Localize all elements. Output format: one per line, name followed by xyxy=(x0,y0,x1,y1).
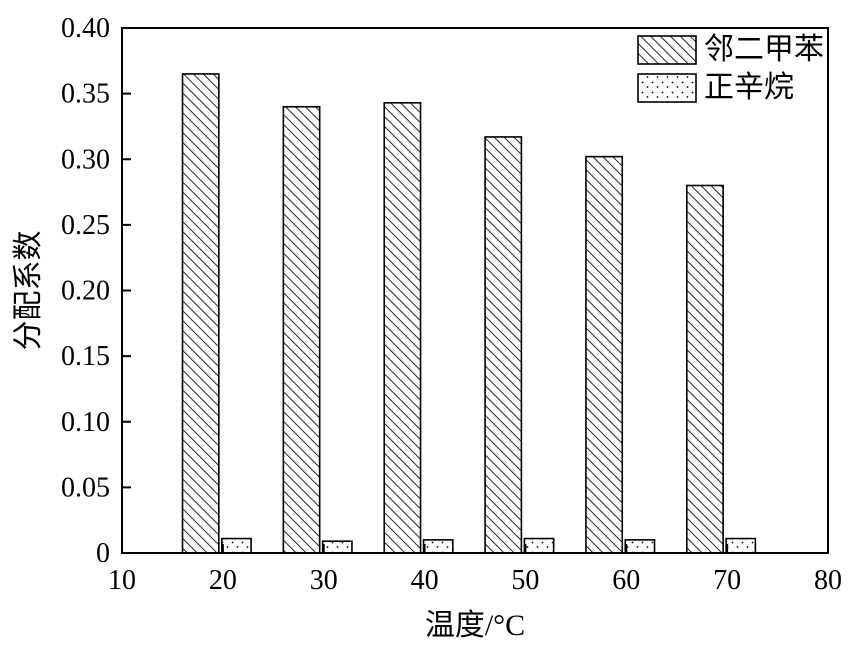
y-tick-label: 0.25 xyxy=(61,210,110,241)
x-tick-label: 60 xyxy=(612,565,640,596)
x-tick-label: 50 xyxy=(511,565,539,596)
bar-邻二甲苯-40 xyxy=(383,102,422,554)
bar-正辛烷-70 xyxy=(725,537,757,554)
bar-正辛烷-30 xyxy=(321,540,353,554)
y-tick-label: 0.05 xyxy=(61,472,110,503)
legend-swatch-正辛烷 xyxy=(637,73,697,103)
bar-邻二甲苯-30 xyxy=(282,105,321,554)
x-tick-label: 30 xyxy=(310,565,338,596)
bar-邻二甲苯-20 xyxy=(181,73,220,554)
bar-邻二甲苯-70 xyxy=(685,184,724,554)
x-tick-label: 70 xyxy=(713,565,741,596)
y-tick-label: 0.20 xyxy=(61,276,110,307)
y-axis-label: 分配系数 xyxy=(12,231,45,351)
y-tick-label: 0.10 xyxy=(61,407,110,438)
x-tick-label: 80 xyxy=(814,565,842,596)
y-tick-label: 0.30 xyxy=(61,144,110,175)
legend-label-正辛烷: 正辛烷 xyxy=(704,71,794,104)
y-tick-label: 0.15 xyxy=(61,341,110,372)
y-tick-label: 0.35 xyxy=(61,79,110,110)
x-tick-label: 20 xyxy=(209,565,237,596)
x-axis-label: 温度/°C xyxy=(425,609,525,642)
bar-正辛烷-50 xyxy=(523,537,555,554)
bar-正辛烷-20 xyxy=(221,537,252,554)
bar-正辛烷-40 xyxy=(422,539,454,554)
bar-正辛烷-60 xyxy=(624,539,656,554)
x-tick-label: 10 xyxy=(108,565,136,596)
legend-label-邻二甲苯: 邻二甲苯 xyxy=(704,33,824,66)
legend-swatch-邻二甲苯 xyxy=(637,35,697,65)
bar-邻二甲苯-50 xyxy=(484,136,523,554)
bar-邻二甲苯-60 xyxy=(585,155,624,554)
y-tick-label: 0.40 xyxy=(61,13,110,44)
x-tick-label: 40 xyxy=(411,565,439,596)
y-tick-label: 0 xyxy=(96,538,110,569)
